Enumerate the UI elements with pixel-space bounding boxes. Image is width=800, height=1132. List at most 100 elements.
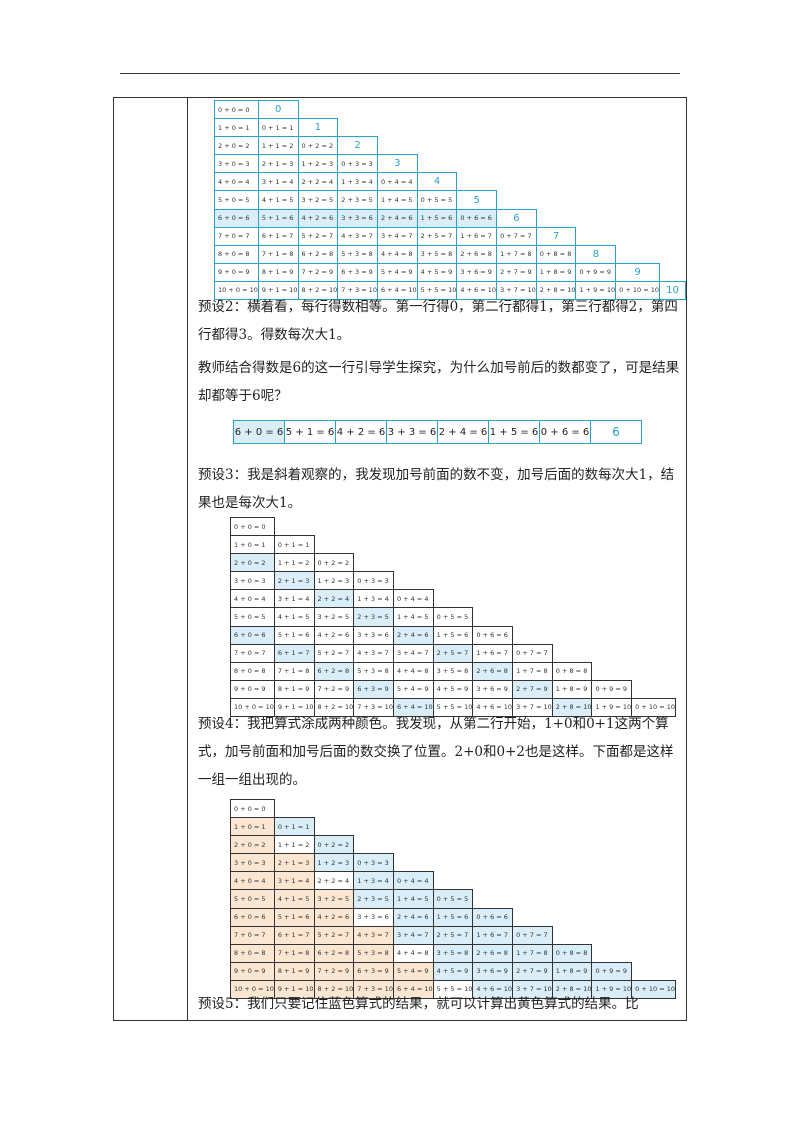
- triangle-row: 0 + 0 = 0: [230, 798, 676, 819]
- equation-cell: 3 + 2 = 5: [297, 190, 339, 210]
- equation-cell: 8 + 1 = 9: [273, 679, 315, 699]
- equation-cell: 5 + 3 = 8: [353, 661, 394, 681]
- equation-cell: 2 + 6 = 8: [472, 943, 514, 963]
- equation-cell: 4 + 4 = 8: [392, 943, 434, 963]
- row-six-equation: 0 + 6 = 6: [539, 420, 591, 444]
- equation-cell: 3 + 1 = 4: [257, 172, 299, 192]
- equation-cell: 0 + 8 = 8: [551, 943, 593, 963]
- equation-cell: 5 + 1 = 6: [257, 208, 299, 228]
- equation-cell: 3 + 7 = 10: [512, 979, 553, 1000]
- equation-cell: 0 + 2 = 2: [313, 835, 355, 855]
- equation-cell: 4 + 3 = 7: [353, 643, 394, 663]
- equation-cell: 3 + 4 = 7: [392, 925, 434, 945]
- equation-cell: 1 + 3 = 4: [353, 589, 394, 609]
- equation-cell: 0 + 3 = 3: [353, 571, 394, 591]
- equation-cell: 7 + 2 = 9: [313, 679, 355, 699]
- equation-cell: 0 + 4 = 4: [376, 172, 418, 192]
- equation-cell: 2 + 6 = 8: [472, 661, 514, 681]
- equation-cell: 5 + 0 = 5: [214, 190, 259, 210]
- row-six-result: 6: [590, 420, 642, 444]
- equation-cell: 3 + 3 = 6: [337, 208, 378, 228]
- equation-cell: 1 + 1 = 2: [273, 835, 315, 855]
- equation-cell: 0 + 3 = 3: [353, 853, 394, 873]
- equation-cell: 7 + 0 = 7: [230, 643, 275, 663]
- equation-cell: 0 + 0 = 0: [230, 798, 275, 819]
- equation-cell: 0 + 7 = 7: [512, 643, 553, 663]
- equation-cell: 7 + 0 = 7: [230, 925, 275, 945]
- equation-cell: 0 + 9 = 9: [591, 961, 633, 981]
- lesson-table-frame: [113, 97, 687, 1021]
- equation-cell: 0 + 5 = 5: [432, 607, 474, 627]
- equation-cell: 8 + 2 = 10: [313, 979, 355, 1000]
- equation-cell: 2 + 1 = 3: [273, 571, 315, 591]
- equation-cell: 10 + 0 = 10: [230, 697, 275, 718]
- equation-cell: 9 + 0 = 9: [230, 961, 275, 981]
- equation-cell: 0 + 6 = 6: [472, 625, 514, 645]
- row-six-equation: 3 + 3 = 6: [386, 420, 438, 444]
- equation-cell: 1 + 2 = 3: [313, 571, 355, 591]
- equation-cell: 4 + 0 = 4: [230, 871, 275, 891]
- equation-cell: 0 + 3 = 3: [337, 154, 378, 174]
- equation-cell: 4 + 5 = 9: [432, 961, 474, 981]
- equation-cell: 3 + 0 = 3: [230, 853, 275, 873]
- equation-cell: 8 + 0 = 8: [214, 244, 259, 264]
- equation-cell: 3 + 0 = 3: [214, 154, 259, 174]
- equation-cell: 0 + 1 = 1: [273, 535, 315, 555]
- equation-cell: 1 + 7 = 8: [496, 244, 537, 264]
- equation-cell: 1 + 3 = 4: [337, 172, 378, 192]
- equation-cell: 2 + 0 = 2: [214, 136, 259, 156]
- equation-cell: 3 + 6 = 9: [472, 679, 514, 699]
- equation-cell: 6 + 0 = 6: [230, 907, 275, 927]
- equation-cell: 2 + 5 = 7: [416, 226, 458, 246]
- equation-cell: 3 + 4 = 7: [376, 226, 418, 246]
- equation-cell: 0 + 10 = 10: [631, 979, 677, 1000]
- equation-cell: 3 + 0 = 3: [230, 571, 275, 591]
- equation-cell: 10 + 0 = 10: [214, 280, 259, 301]
- equation-cell: 2 + 3 = 5: [353, 607, 394, 627]
- paragraph-preset-5: 预设5：我们只要记住蓝色算式的结果，就可以计算出黄色算式的结果。比: [198, 996, 639, 1012]
- equation-cell: 3 + 5 = 8: [416, 244, 458, 264]
- equation-cell: 6 + 4 = 10: [392, 697, 434, 718]
- equation-cell: 2 + 5 = 7: [432, 643, 474, 663]
- equation-cell: 2 + 2 = 4: [313, 589, 355, 609]
- equation-cell: 8 + 0 = 8: [230, 943, 275, 963]
- equation-cell: 8 + 0 = 8: [230, 661, 275, 681]
- equation-cell: 6 + 2 = 8: [313, 943, 355, 963]
- equation-cell: 1 + 1 = 2: [257, 136, 299, 156]
- equation-cell: 1 + 4 = 5: [392, 607, 434, 627]
- equation-cell: 3 + 6 = 9: [472, 961, 514, 981]
- equation-cell: 5 + 0 = 5: [230, 607, 275, 627]
- equation-cell: 6 + 3 = 9: [353, 679, 394, 699]
- equation-cell: 6 + 0 = 6: [230, 625, 275, 645]
- equation-cell: 5 + 4 = 9: [392, 961, 434, 981]
- equation-cell: 1 + 0 = 1: [230, 535, 275, 555]
- header-rule: [120, 73, 680, 74]
- row-six-equation: 6 + 0 = 6: [233, 420, 285, 444]
- equation-cell: 1 + 7 = 8: [512, 943, 553, 963]
- equation-cell: 3 + 7 = 10: [496, 280, 537, 301]
- equation-cell: 6 + 2 = 8: [297, 244, 339, 264]
- equation-cell: 5 + 4 = 9: [376, 262, 418, 282]
- equation-cell: 4 + 6 = 10: [472, 979, 514, 1000]
- equation-cell: 4 + 2 = 6: [313, 625, 355, 645]
- equation-cell: 1 + 8 = 9: [535, 262, 577, 282]
